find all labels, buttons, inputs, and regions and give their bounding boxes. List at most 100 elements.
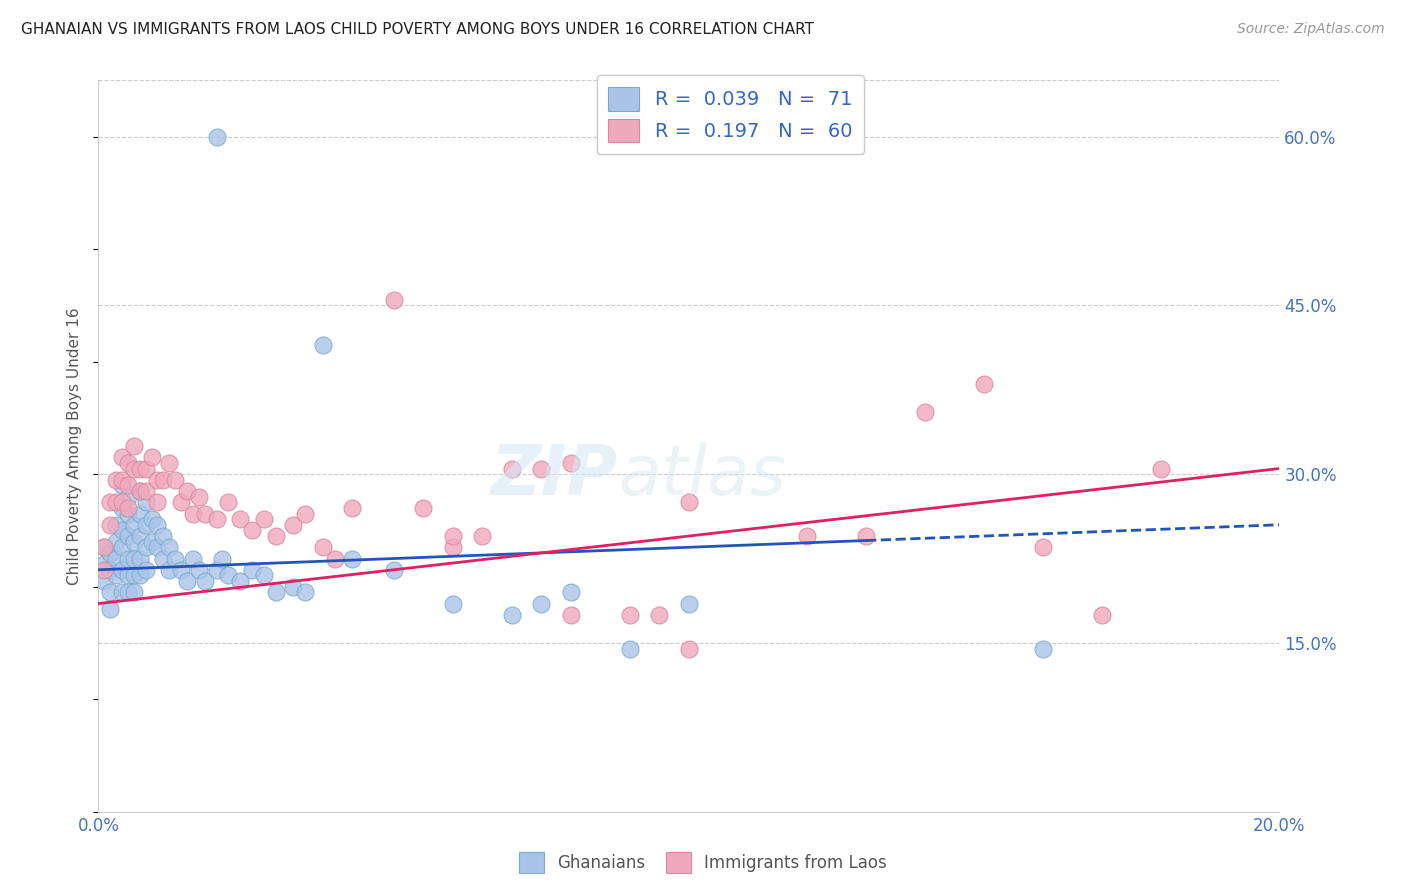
Point: [1032, 641, 1054, 656]
Point: [117, 490, 139, 504]
Point: [135, 563, 157, 577]
Point: [98, 585, 121, 599]
Point: [128, 483, 150, 498]
Point: [98, 563, 121, 577]
Point: [217, 568, 239, 582]
Point: [135, 483, 157, 498]
Point: [176, 574, 198, 588]
Point: [283, 580, 305, 594]
Point: [93, 574, 115, 588]
Point: [111, 478, 134, 492]
Point: [205, 563, 228, 577]
Point: [122, 439, 145, 453]
Point: [211, 551, 233, 566]
Point: [253, 512, 276, 526]
Point: [128, 483, 150, 498]
Text: Source: ZipAtlas.com: Source: ZipAtlas.com: [1237, 22, 1385, 37]
Point: [855, 529, 877, 543]
Point: [117, 568, 139, 582]
Point: [181, 551, 204, 566]
Point: [122, 461, 145, 475]
Point: [93, 541, 115, 555]
Point: [141, 512, 163, 526]
Point: [283, 517, 305, 532]
Point: [111, 473, 134, 487]
Point: [294, 585, 316, 599]
Point: [98, 495, 121, 509]
Point: [117, 585, 139, 599]
Point: [382, 563, 405, 577]
Point: [98, 517, 121, 532]
Point: [157, 541, 180, 555]
Point: [105, 534, 128, 549]
Point: [135, 461, 157, 475]
Point: [560, 456, 582, 470]
Point: [678, 597, 700, 611]
Point: [152, 473, 174, 487]
Point: [111, 450, 134, 465]
Point: [619, 607, 641, 622]
Point: [973, 377, 995, 392]
Point: [253, 568, 276, 582]
Point: [530, 597, 553, 611]
Point: [146, 473, 169, 487]
Point: [165, 473, 187, 487]
Point: [619, 641, 641, 656]
Point: [111, 541, 134, 555]
Point: [560, 607, 582, 622]
Point: [323, 551, 346, 566]
Point: [93, 563, 115, 577]
Point: [194, 507, 217, 521]
Point: [187, 490, 209, 504]
Text: ZIP: ZIP: [491, 442, 619, 508]
Point: [441, 541, 464, 555]
Point: [170, 495, 193, 509]
Point: [111, 500, 134, 515]
Point: [187, 563, 209, 577]
Point: [678, 641, 700, 656]
Point: [501, 607, 523, 622]
Point: [146, 495, 169, 509]
Point: [146, 541, 169, 555]
Legend: R =  0.039   N =  71, R =  0.197   N =  60: R = 0.039 N = 71, R = 0.197 N = 60: [596, 75, 865, 154]
Point: [98, 602, 121, 616]
Point: [264, 585, 287, 599]
Point: [914, 405, 936, 419]
Point: [122, 585, 145, 599]
Point: [560, 585, 582, 599]
Point: [1032, 541, 1054, 555]
Point: [93, 541, 115, 555]
Point: [146, 517, 169, 532]
Point: [1091, 607, 1114, 622]
Point: [165, 551, 187, 566]
Point: [342, 551, 364, 566]
Point: [152, 529, 174, 543]
Point: [294, 507, 316, 521]
Point: [501, 461, 523, 475]
Point: [111, 495, 134, 509]
Point: [157, 563, 180, 577]
Point: [122, 568, 145, 582]
Point: [117, 551, 139, 566]
Point: [135, 517, 157, 532]
Point: [122, 534, 145, 549]
Point: [128, 529, 150, 543]
Point: [441, 597, 464, 611]
Point: [176, 483, 198, 498]
Point: [229, 574, 252, 588]
Text: atlas: atlas: [619, 442, 786, 508]
Legend: Ghanaians, Immigrants from Laos: Ghanaians, Immigrants from Laos: [513, 846, 893, 880]
Point: [105, 568, 128, 582]
Point: [128, 568, 150, 582]
Point: [312, 337, 335, 351]
Point: [312, 541, 335, 555]
Point: [117, 500, 139, 515]
Point: [441, 529, 464, 543]
Point: [105, 473, 128, 487]
Point: [135, 541, 157, 555]
Point: [157, 456, 180, 470]
Point: [117, 529, 139, 543]
Point: [170, 563, 193, 577]
Point: [105, 495, 128, 509]
Point: [1150, 461, 1173, 475]
